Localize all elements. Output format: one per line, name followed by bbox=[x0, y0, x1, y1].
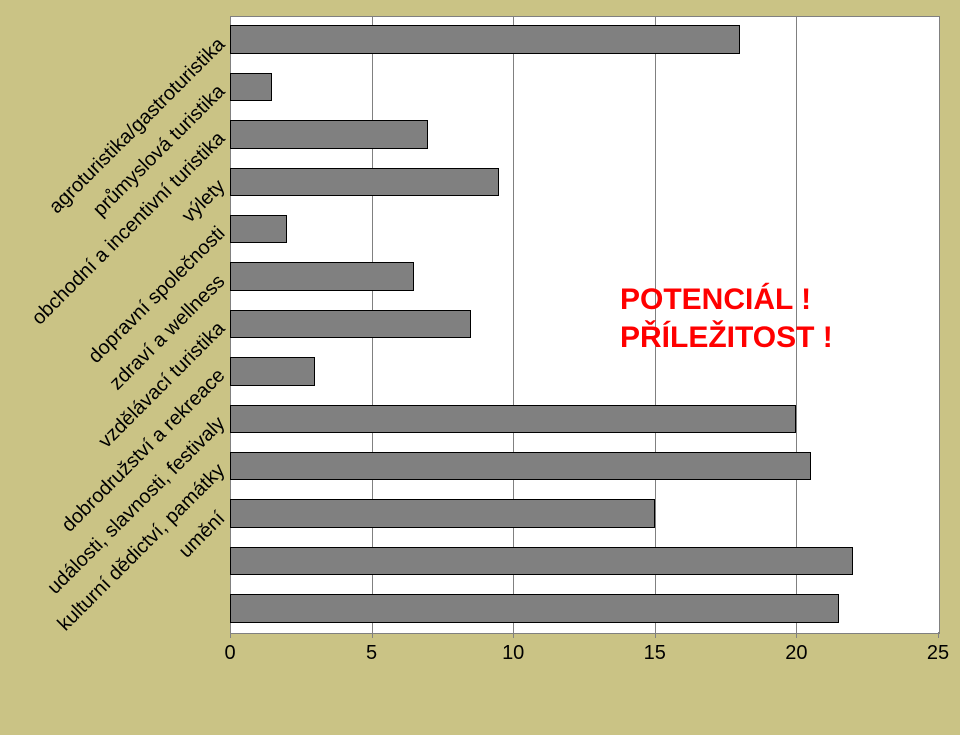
chart-bar bbox=[230, 73, 272, 101]
x-tick-label: 15 bbox=[644, 642, 666, 665]
chart-bar bbox=[230, 168, 499, 196]
x-tick bbox=[655, 632, 656, 638]
x-tick-label: 10 bbox=[502, 642, 524, 665]
x-tick-label: 5 bbox=[366, 642, 377, 665]
x-tick bbox=[938, 632, 939, 638]
chart-bar bbox=[230, 215, 287, 243]
chart-bar bbox=[230, 452, 811, 480]
chart-bar bbox=[230, 25, 740, 53]
x-tick-label: 0 bbox=[224, 642, 235, 665]
chart-annotation: POTENCIÁL ! bbox=[620, 283, 811, 317]
chart-annotation: PŘÍLEŽITOST ! bbox=[620, 321, 833, 355]
chart-bar bbox=[230, 547, 853, 575]
chart-bar bbox=[230, 120, 428, 148]
chart-bar bbox=[230, 310, 471, 338]
chart-bar bbox=[230, 594, 839, 622]
chart-bar bbox=[230, 357, 315, 385]
x-tick-label: 25 bbox=[927, 642, 949, 665]
x-tick bbox=[796, 632, 797, 638]
x-tick-label: 20 bbox=[785, 642, 807, 665]
x-tick bbox=[372, 632, 373, 638]
chart-gridline bbox=[513, 16, 514, 632]
chart-bar bbox=[230, 499, 655, 527]
chart-bar bbox=[230, 405, 796, 433]
x-tick bbox=[230, 632, 231, 638]
x-tick bbox=[513, 632, 514, 638]
chart-bar bbox=[230, 262, 414, 290]
